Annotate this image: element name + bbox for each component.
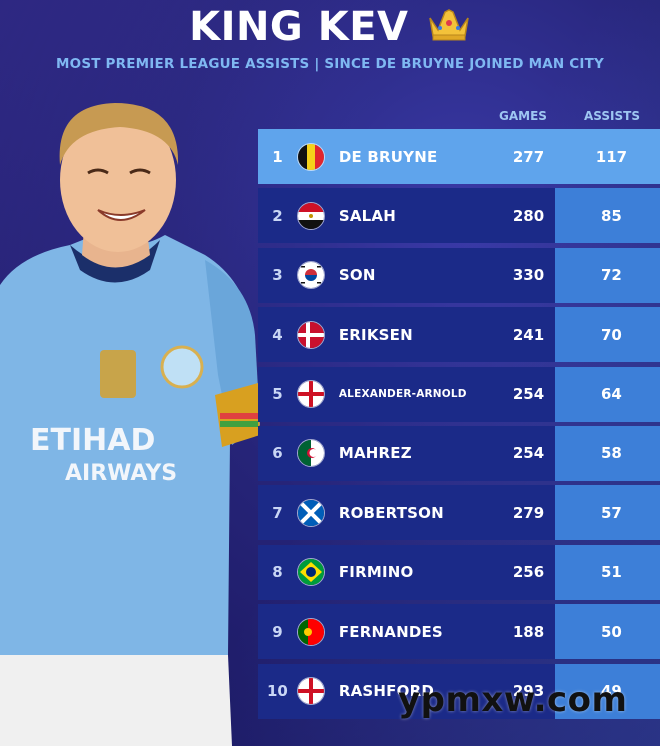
- de-bruyne-player-image: ETIHAD AIRWAYS: [0, 103, 260, 746]
- rank: 5: [272, 385, 283, 404]
- assists-count: 85: [601, 206, 622, 225]
- leaderboard-row: 1 DE BRUYNE 277 117: [258, 129, 660, 184]
- rank: 7: [272, 503, 283, 522]
- england-flag-icon: [296, 380, 325, 409]
- crown-icon: [427, 6, 471, 52]
- leaderboard-row: 6 MAHREZ 254 58: [258, 425, 660, 481]
- games-column-header: GAMES: [499, 109, 547, 123]
- belgium-flag-icon: [296, 142, 325, 171]
- player-name: ALEXANDER-ARNOLD: [338, 388, 467, 401]
- rank: 1: [272, 147, 283, 166]
- assists-count: 72: [601, 266, 622, 285]
- rank: 9: [272, 622, 283, 641]
- assists-column-background: [555, 129, 660, 184]
- assists-column-background: [555, 485, 660, 541]
- assists-column-background: [555, 307, 660, 363]
- games-count: 254: [512, 444, 545, 463]
- player-name: ROBERTSON: [338, 503, 444, 522]
- player-name: FERNANDES: [338, 622, 443, 641]
- assists-count: 57: [601, 503, 622, 522]
- player-name: FIRMINO: [338, 563, 414, 582]
- scotland-flag-icon: [296, 498, 325, 527]
- games-count: 280: [512, 206, 545, 225]
- games-count: 241: [512, 325, 545, 344]
- south-korea-flag-icon: [296, 261, 325, 290]
- assists-column-background: [555, 604, 660, 660]
- games-count: 188: [512, 622, 545, 641]
- svg-text:ETIHAD: ETIHAD: [30, 423, 155, 458]
- assists-count: 64: [601, 385, 622, 404]
- assists-count: 51: [601, 563, 622, 582]
- player-name: RASHFORD: [338, 682, 434, 701]
- assists-count: 70: [601, 325, 622, 344]
- leaderboard-row: 10 RASHFORD 293 49: [258, 663, 660, 719]
- games-count: 256: [512, 563, 545, 582]
- algeria-flag-icon: [296, 439, 325, 468]
- games-count: 293: [512, 682, 545, 701]
- player-name: ERIKSEN: [338, 325, 413, 344]
- leaderboard-row: 7 ROBERTSON 279 57: [258, 485, 660, 541]
- rank: 3: [272, 266, 283, 285]
- leaderboard-row: 8 FIRMINO 256 51: [258, 544, 660, 600]
- games-count: 277: [512, 147, 545, 166]
- assists-column-background: [555, 544, 660, 600]
- leaderboard-row: 4 ERIKSEN 241 70: [258, 307, 660, 363]
- assists-leaderboard-table: 1 DE BRUYNE 277 117 2 SALAH 280 85 3 SON…: [258, 129, 660, 723]
- assists-column-background: [555, 366, 660, 422]
- assists-column-background: [555, 663, 660, 719]
- england-flag-icon: [296, 677, 325, 706]
- page-subtitle: MOST PREMIER LEAGUE ASSISTS | SINCE DE B…: [56, 56, 604, 72]
- brazil-flag-icon: [296, 558, 325, 587]
- rank: 6: [272, 444, 283, 463]
- title-text: KING KEV: [189, 4, 409, 50]
- leaderboard-row: 9 FERNANDES 188 50: [258, 604, 660, 660]
- svg-text:AIRWAYS: AIRWAYS: [65, 461, 177, 486]
- assists-column-background: [555, 425, 660, 481]
- assists-column-header: ASSISTS: [584, 109, 640, 123]
- games-count: 254: [512, 385, 545, 404]
- rank: 10: [266, 682, 288, 701]
- games-count: 279: [512, 503, 545, 522]
- player-name: SON: [338, 266, 376, 285]
- rank: 2: [272, 206, 283, 225]
- leaderboard-row: 2 SALAH 280 85: [258, 188, 660, 244]
- egypt-flag-icon: [296, 201, 325, 230]
- assists-count: 50: [601, 622, 622, 641]
- player-name: DE BRUYNE: [338, 147, 438, 166]
- watermark: ypmxw.com: [398, 680, 628, 720]
- page-title: KING KEV: [0, 4, 660, 52]
- assists-count: 58: [601, 444, 622, 463]
- player-name: SALAH: [338, 206, 396, 225]
- assists-count: 117: [595, 147, 628, 166]
- player-name: MAHREZ: [338, 444, 412, 463]
- assists-column-background: [555, 188, 660, 244]
- assists-count: 49: [601, 682, 622, 701]
- denmark-flag-icon: [296, 320, 325, 349]
- portugal-flag-icon: [296, 617, 325, 646]
- leaderboard-row: 5 ALEXANDER-ARNOLD 254 64: [258, 366, 660, 422]
- rank: 8: [272, 563, 283, 582]
- leaderboard-row: 3 SON 330 72: [258, 247, 660, 303]
- games-count: 330: [512, 266, 545, 285]
- rank: 4: [272, 325, 283, 344]
- assists-column-background: [555, 247, 660, 303]
